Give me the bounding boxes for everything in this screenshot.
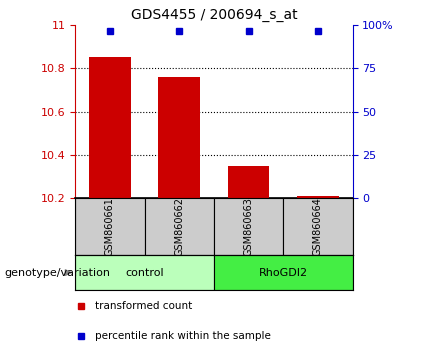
Bar: [75, 255, 214, 290]
Bar: [297, 196, 339, 198]
Text: GSM860661: GSM860661: [105, 197, 115, 256]
Bar: [283, 198, 353, 255]
Bar: [75, 198, 144, 255]
Text: GSM860664: GSM860664: [313, 197, 323, 256]
Text: GSM860662: GSM860662: [174, 197, 184, 256]
Text: RhoGDI2: RhoGDI2: [259, 268, 308, 278]
Bar: [214, 255, 353, 290]
Text: control: control: [125, 268, 164, 278]
Bar: [214, 198, 283, 255]
Text: transformed count: transformed count: [95, 301, 192, 311]
Bar: [228, 166, 269, 198]
Bar: [89, 57, 131, 198]
Title: GDS4455 / 200694_s_at: GDS4455 / 200694_s_at: [131, 8, 297, 22]
Text: percentile rank within the sample: percentile rank within the sample: [95, 331, 270, 341]
Bar: [144, 198, 214, 255]
Bar: [159, 77, 200, 198]
Text: GSM860663: GSM860663: [243, 197, 254, 256]
Text: genotype/variation: genotype/variation: [4, 268, 111, 278]
